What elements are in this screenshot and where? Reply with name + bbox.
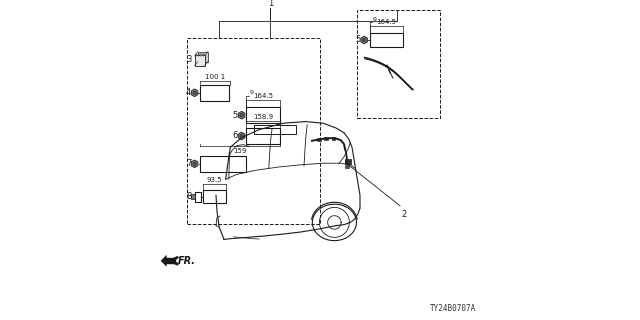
Bar bbox=[187, 38, 320, 224]
Polygon shape bbox=[166, 258, 176, 264]
Text: 5: 5 bbox=[233, 111, 238, 120]
Text: 8: 8 bbox=[186, 192, 191, 201]
Text: 159: 159 bbox=[234, 148, 246, 154]
Bar bbox=[317, 138, 321, 141]
Bar bbox=[196, 54, 197, 56]
Circle shape bbox=[362, 38, 366, 42]
Bar bbox=[324, 137, 328, 140]
Bar bbox=[202, 54, 204, 56]
Text: 158.9: 158.9 bbox=[253, 114, 273, 120]
Bar bbox=[200, 156, 246, 172]
Text: 9: 9 bbox=[250, 90, 253, 95]
Text: 1: 1 bbox=[268, 0, 273, 8]
Text: 9: 9 bbox=[372, 17, 377, 22]
Bar bbox=[204, 190, 227, 203]
Bar bbox=[200, 54, 202, 56]
Polygon shape bbox=[191, 89, 198, 97]
Bar bbox=[195, 192, 201, 202]
Bar bbox=[357, 10, 440, 118]
Polygon shape bbox=[161, 255, 166, 266]
Bar bbox=[370, 33, 403, 47]
Text: 4: 4 bbox=[186, 88, 191, 97]
Circle shape bbox=[193, 162, 196, 165]
Bar bbox=[332, 137, 335, 140]
Bar bbox=[345, 159, 351, 164]
Bar bbox=[254, 125, 296, 134]
Circle shape bbox=[240, 114, 243, 117]
Text: 6: 6 bbox=[233, 132, 238, 140]
Polygon shape bbox=[191, 160, 198, 168]
Bar bbox=[200, 85, 229, 101]
Text: 164.5: 164.5 bbox=[253, 93, 273, 99]
Text: 164.5: 164.5 bbox=[376, 19, 396, 25]
Polygon shape bbox=[361, 36, 367, 44]
Bar bbox=[195, 55, 205, 66]
Circle shape bbox=[193, 91, 196, 94]
Circle shape bbox=[240, 134, 243, 138]
Text: FR.: FR. bbox=[178, 256, 196, 266]
Text: TY24B0707A: TY24B0707A bbox=[430, 304, 476, 313]
Bar bbox=[198, 54, 200, 56]
Text: 93.5: 93.5 bbox=[207, 177, 223, 183]
Bar bbox=[246, 128, 280, 144]
Bar bbox=[198, 52, 208, 62]
Bar bbox=[345, 165, 349, 168]
Text: 7: 7 bbox=[186, 159, 191, 168]
Text: 100 1: 100 1 bbox=[205, 74, 225, 80]
Bar bbox=[191, 194, 195, 199]
Text: 5: 5 bbox=[356, 36, 361, 44]
Polygon shape bbox=[238, 132, 245, 140]
Bar bbox=[246, 107, 280, 123]
Polygon shape bbox=[238, 111, 245, 119]
Text: 2: 2 bbox=[402, 210, 407, 219]
Text: 3: 3 bbox=[186, 55, 191, 64]
